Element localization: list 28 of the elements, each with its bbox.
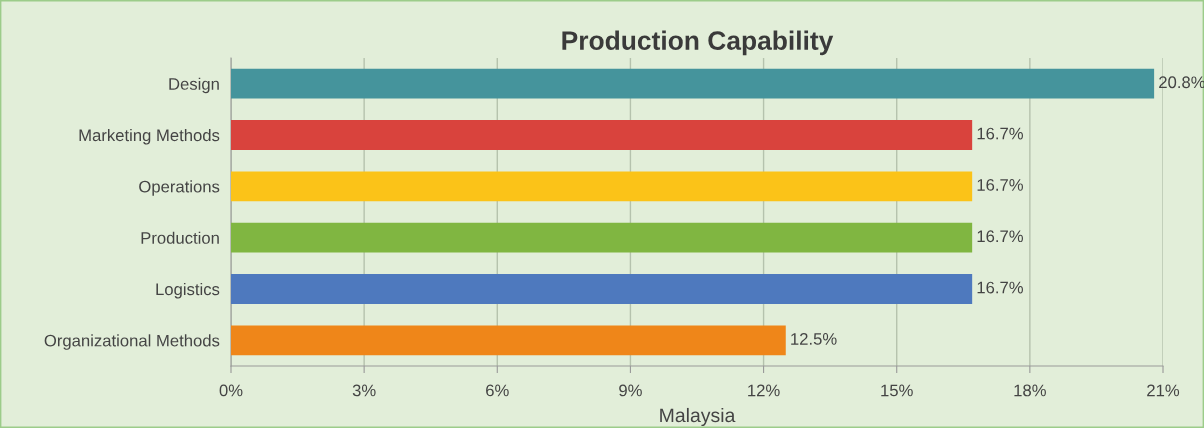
x-tick-label: 3% — [352, 384, 376, 397]
x-axis-title: Malaysia — [660, 407, 736, 427]
chart-title: Production Capability — [562, 30, 834, 56]
x-tick-label: 9% — [619, 384, 642, 397]
bar — [231, 222, 973, 253]
y-tick-label: Logistics — [156, 282, 220, 299]
y-tick-label: Operations — [139, 180, 220, 196]
x-tick-label: 12% — [748, 384, 780, 397]
y-tick-label: Production — [141, 231, 219, 244]
bar — [231, 68, 1155, 99]
bar — [231, 325, 786, 356]
data-label: 20.8% — [1159, 76, 1204, 89]
y-tick-label: Design — [169, 77, 219, 94]
bar — [231, 171, 973, 202]
bar — [231, 120, 973, 150]
x-tick-label: 6% — [486, 384, 509, 397]
data-label: 16.7% — [977, 179, 1023, 191]
data-label: 16.7% — [977, 127, 1023, 140]
bar — [231, 274, 973, 304]
x-tick-label: 0% — [219, 384, 243, 397]
y-tick-label: Organizational Methods — [44, 334, 220, 350]
y-tick-label: Marketing Methods — [79, 128, 220, 145]
data-label: 12.5% — [791, 333, 837, 345]
data-label: 16.7% — [977, 230, 1023, 243]
data-label: 16.7% — [977, 281, 1023, 294]
x-tick-label: 18% — [1014, 384, 1046, 397]
x-tick-label: 15% — [881, 384, 913, 397]
x-tick-label: 21% — [1147, 384, 1180, 397]
